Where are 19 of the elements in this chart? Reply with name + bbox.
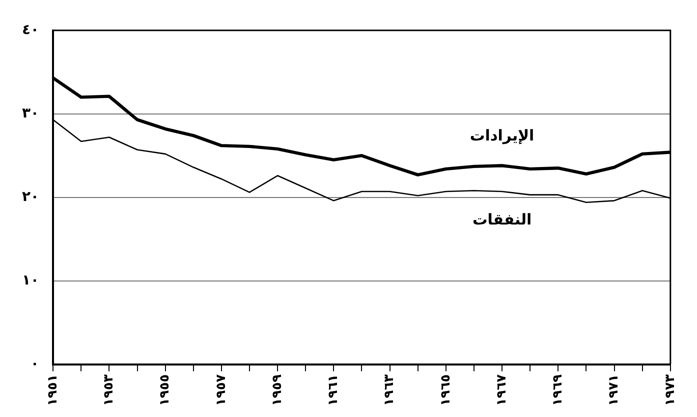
y-tick-label: ١٠ bbox=[22, 272, 40, 288]
x-tick-label: ١٩٥٥ bbox=[158, 374, 173, 406]
series-label: النفقات bbox=[472, 210, 532, 229]
x-tick-label: ١٩٥٩ bbox=[270, 374, 285, 406]
x-tick-label: ١٩٦١ bbox=[326, 374, 342, 406]
y-tick-label: ٠ bbox=[30, 356, 40, 372]
x-tick-label: ١٩٦٣ bbox=[382, 374, 398, 406]
x-tick-label: ١٩٦٩ bbox=[550, 374, 566, 406]
x-tick-label: ١٩٦٥ bbox=[438, 374, 454, 406]
x-tick-label: ١٩٧١ bbox=[606, 374, 622, 406]
x-tick-label: ١٩٧٣ bbox=[662, 374, 678, 406]
x-tick-label: ١٩٥١ bbox=[45, 374, 60, 406]
x-tick-label: ١٩٦٧ bbox=[494, 374, 510, 406]
y-tick-label: ٤٠ bbox=[22, 22, 40, 38]
y-tick-label: ٣٠ bbox=[22, 106, 40, 122]
x-tick-label: ١٩٥٣ bbox=[102, 374, 117, 406]
y-tick-label: ٢٠ bbox=[22, 188, 40, 205]
x-tick-label: ١٩٥٧ bbox=[214, 374, 229, 406]
series-label: الإيرادات bbox=[470, 126, 534, 144]
